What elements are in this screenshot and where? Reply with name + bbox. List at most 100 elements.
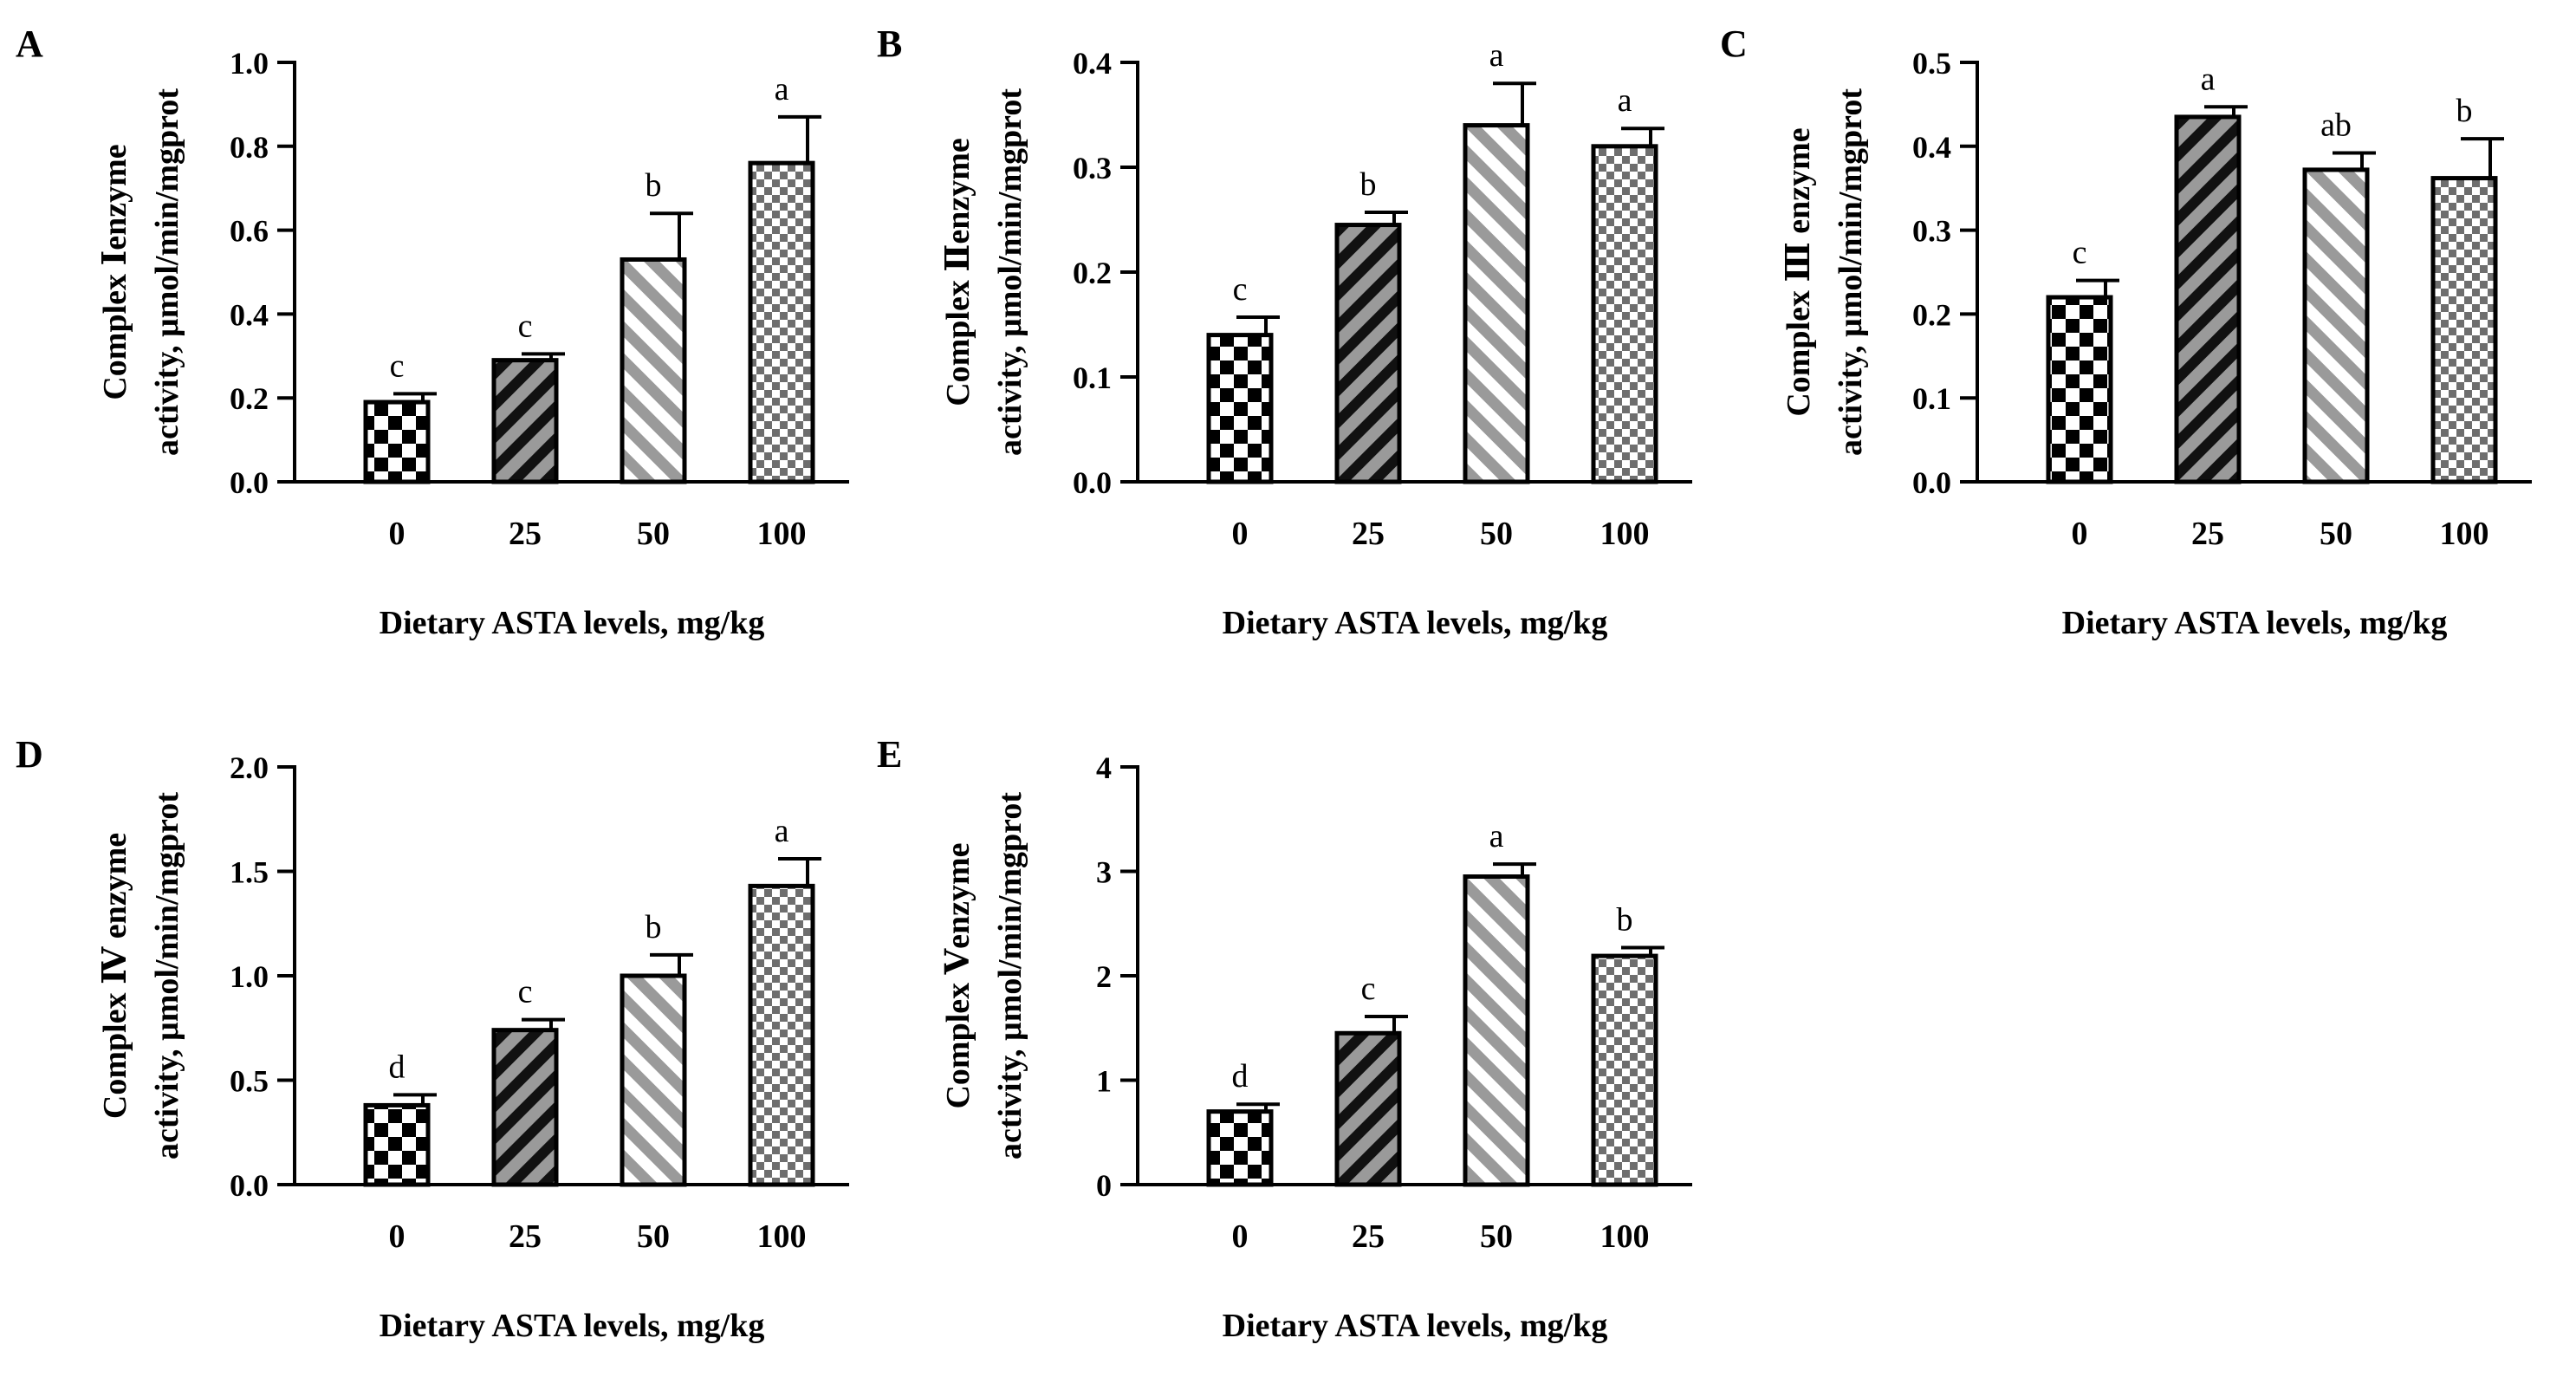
- x-axis-title: Dietary ASTA levels, mg/kg: [2062, 605, 2448, 641]
- panel-e: E 0 1 2 3 4 d 0 c 25 a 50 b 100 Dietary ASTA levels, m…: [877, 733, 1692, 1344]
- x-tick-label: 100: [757, 516, 807, 552]
- y-tick-label: 0.2: [1912, 297, 1951, 332]
- significance-letter: ab: [2320, 107, 2352, 144]
- y-tick-label: 0.5: [1912, 46, 1951, 81]
- y-axis-title-line1: Complex Ⅰenzyme: [97, 144, 133, 399]
- significance-letter: b: [1360, 166, 1377, 203]
- bar-50: [620, 257, 687, 484]
- significance-letter: c: [1361, 971, 1376, 1007]
- bar-50: [1463, 123, 1530, 484]
- panel-label: E: [877, 733, 902, 776]
- x-tick-label: 100: [1600, 516, 1650, 552]
- y-tick-label: 0.2: [1073, 256, 1112, 290]
- y-tick-label: 1.0: [230, 959, 269, 994]
- y-axis-title-line1: Complex Ⅳ enzyme: [97, 833, 133, 1119]
- y-axis-title-line1: Complex Ⅴenzyme: [940, 842, 977, 1108]
- panel-b: B 0.0 0.1 0.2 0.3 0.4 c 0 b 25 a 50 a 100 Dietary ASTA…: [877, 23, 1692, 641]
- x-tick-label: 0: [389, 516, 406, 552]
- y-tick-label: 0.0: [230, 465, 269, 500]
- y-axis-title-line2: activity, μmol/min/mgprot: [1833, 88, 1869, 456]
- significance-letter: d: [389, 1049, 406, 1085]
- bar-25: [491, 1028, 559, 1187]
- bar-100: [748, 160, 815, 484]
- x-tick-label: 25: [1352, 516, 1385, 552]
- significance-letter: b: [646, 167, 662, 204]
- y-tick-label: 0.0: [230, 1168, 269, 1203]
- y-tick-label: 1.0: [230, 46, 269, 81]
- significance-letter: a: [1489, 37, 1504, 74]
- x-axis-title: Dietary ASTA levels, mg/kg: [380, 605, 765, 641]
- y-axis-title-line1: Complex Ⅲ enzyme: [1781, 127, 1817, 416]
- x-tick-label: 0: [1232, 1218, 1249, 1255]
- panel-label: C: [1720, 23, 1748, 65]
- y-tick-label: 0.0: [1912, 465, 1951, 500]
- y-tick-label: 0.4: [230, 297, 269, 332]
- y-axis-title-line2: activity, μmol/min/mgprot: [992, 792, 1028, 1159]
- panel-label: A: [16, 23, 43, 65]
- significance-letter: c: [518, 308, 533, 344]
- x-tick-label: 100: [2440, 516, 2489, 552]
- x-tick-label: 25: [509, 1218, 542, 1255]
- x-tick-label: 25: [509, 516, 542, 552]
- bar-0: [1206, 1109, 1274, 1187]
- bar-0: [2046, 295, 2113, 484]
- significance-letter: a: [775, 71, 789, 107]
- bar-100: [1591, 953, 1658, 1187]
- bar-0: [363, 1102, 431, 1187]
- bar-25: [1334, 1030, 1402, 1187]
- y-tick-label: 0.4: [1073, 46, 1112, 81]
- y-tick-label: 4: [1096, 750, 1112, 785]
- bar-25: [1334, 223, 1402, 484]
- bar-0: [363, 399, 431, 484]
- bar-25: [491, 358, 559, 484]
- y-tick-label: 2.0: [230, 750, 269, 785]
- y-tick-label: 0.2: [230, 381, 269, 416]
- y-axis-title-line2: activity, μmol/min/mgprot: [149, 88, 185, 456]
- significance-letter: b: [646, 909, 662, 945]
- y-tick-label: 0.6: [230, 214, 269, 249]
- y-axis-title-line2: activity, μmol/min/mgprot: [149, 792, 185, 1159]
- y-tick-label: 0.5: [230, 1064, 269, 1099]
- panel-d: D 0.0 0.5 1.0 1.5 2.0 d 0 c 25 b 50 a 100 Dietary ASTA…: [16, 733, 849, 1344]
- x-tick-label: 25: [1352, 1218, 1385, 1255]
- y-axis-title-line2: activity, μmol/min/mgprot: [992, 88, 1028, 456]
- significance-letter: a: [775, 813, 789, 849]
- y-tick-label: 0.1: [1073, 360, 1112, 395]
- x-tick-label: 50: [1480, 516, 1513, 552]
- y-tick-label: 0.8: [230, 130, 269, 165]
- significance-letter: a: [2201, 61, 2216, 97]
- y-tick-label: 0.3: [1073, 151, 1112, 185]
- significance-letter: d: [1232, 1058, 1249, 1094]
- significance-letter: c: [2073, 235, 2087, 271]
- x-tick-label: 100: [1600, 1218, 1650, 1255]
- bar-0: [1206, 333, 1274, 484]
- x-axis-title: Dietary ASTA levels, mg/kg: [1223, 605, 1608, 641]
- x-tick-label: 0: [2072, 516, 2088, 552]
- x-tick-label: 50: [2320, 516, 2352, 552]
- x-tick-label: 0: [1232, 516, 1249, 552]
- significance-letter: a: [1618, 82, 1632, 119]
- panel-c: C 0.0 0.1 0.2 0.3 0.4 0.5 c 0 a 25 ab 50 b 100 Dietary …: [1720, 23, 2532, 641]
- panel-label: B: [877, 23, 902, 65]
- x-tick-label: 50: [637, 516, 670, 552]
- y-tick-label: 0: [1096, 1168, 1112, 1203]
- x-tick-label: 50: [637, 1218, 670, 1255]
- significance-letter: a: [1489, 818, 1504, 854]
- bar-50: [1463, 874, 1530, 1187]
- panel-label: D: [16, 733, 43, 776]
- significance-letter: b: [1617, 901, 1633, 938]
- x-axis-title: Dietary ASTA levels, mg/kg: [1223, 1308, 1608, 1344]
- y-tick-label: 1: [1096, 1064, 1112, 1099]
- significance-letter: c: [518, 974, 533, 1010]
- y-tick-label: 0.3: [1912, 214, 1951, 249]
- x-tick-label: 25: [2191, 516, 2224, 552]
- y-tick-label: 1.5: [230, 855, 269, 890]
- y-tick-label: 0.1: [1912, 381, 1951, 416]
- panel-a: A 0.0 0.2 0.4 0.6 0.8 1.0 c 0 c 25 b 50 a 100 Dietary A…: [16, 23, 849, 641]
- significance-letter: c: [1233, 271, 1248, 308]
- bar-100: [1591, 144, 1658, 484]
- y-tick-label: 2: [1096, 959, 1112, 994]
- bar-50: [2302, 167, 2370, 484]
- y-tick-label: 0.4: [1912, 130, 1951, 165]
